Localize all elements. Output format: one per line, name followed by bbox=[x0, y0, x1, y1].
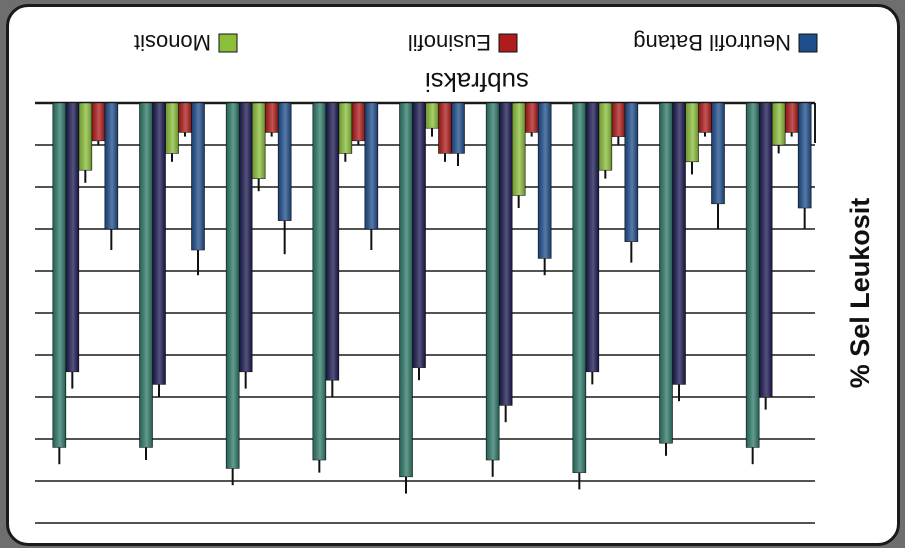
bar-group bbox=[139, 102, 205, 460]
bar-shading bbox=[152, 103, 166, 385]
bar-shading bbox=[78, 103, 92, 171]
legend-label: Eusinofil bbox=[408, 30, 491, 55]
bar-group bbox=[312, 102, 379, 473]
bar-shading bbox=[278, 103, 292, 221]
bar-shading bbox=[139, 103, 153, 448]
bar-shading bbox=[239, 103, 253, 372]
legend-label: Neutrofil Batang bbox=[633, 30, 791, 55]
bar-shading bbox=[52, 103, 66, 448]
bar-group bbox=[572, 102, 639, 490]
bar-shading bbox=[104, 103, 118, 229]
bar-shading bbox=[65, 103, 79, 372]
legend-label: Monosit bbox=[134, 30, 211, 55]
bar-shading bbox=[226, 103, 240, 469]
bar-shading bbox=[252, 103, 266, 179]
bar-shading bbox=[698, 103, 712, 133]
bar-group bbox=[659, 102, 725, 456]
bar-shading bbox=[399, 103, 413, 477]
bar-shading bbox=[165, 103, 179, 154]
figure-frame: Neutrofil Batang Eusinofil Monosit % Sel L… bbox=[6, 4, 900, 546]
bar-shading bbox=[659, 103, 673, 444]
plot-area bbox=[52, 102, 812, 494]
bar-shading bbox=[711, 103, 725, 204]
bar-group bbox=[225, 102, 292, 486]
bar-shading bbox=[685, 103, 699, 162]
bar-shading bbox=[499, 103, 513, 406]
bar-shading bbox=[598, 103, 612, 171]
x-axis-label: subfraksi bbox=[425, 67, 529, 97]
bar-shading bbox=[425, 103, 439, 129]
bar-shading bbox=[486, 103, 500, 460]
bar-shading bbox=[325, 103, 339, 381]
chart-title: % Sel Leukosit bbox=[845, 198, 875, 389]
bar-shading bbox=[525, 103, 539, 133]
bar-shading bbox=[798, 103, 812, 208]
bar-shading bbox=[759, 103, 773, 397]
bar-shading bbox=[265, 103, 279, 133]
bar-group bbox=[52, 102, 119, 465]
bar-shading bbox=[91, 103, 105, 141]
legend-swatch bbox=[798, 33, 818, 53]
bar-shading bbox=[746, 103, 760, 448]
bar-shading bbox=[785, 103, 799, 133]
bar-shading bbox=[585, 103, 599, 372]
bar-shading bbox=[191, 103, 205, 250]
bar-shading bbox=[572, 103, 586, 473]
bar-group bbox=[745, 102, 812, 465]
chart-figure: Neutrofil Batang Eusinofil Monosit % Sel L… bbox=[9, 7, 897, 543]
bar-shading bbox=[512, 103, 526, 196]
bar-shading bbox=[438, 103, 452, 154]
bar-shading bbox=[624, 103, 638, 242]
bar-shading bbox=[451, 103, 465, 154]
bar-shading bbox=[672, 103, 686, 385]
bar-group bbox=[485, 102, 552, 477]
bar-shading bbox=[351, 103, 365, 141]
bar-shading bbox=[611, 103, 625, 137]
bar-shading bbox=[538, 103, 552, 259]
bar-shading bbox=[364, 103, 378, 229]
bar-shading bbox=[772, 103, 786, 145]
legend-swatch bbox=[498, 33, 518, 53]
chart-svg: Neutrofil Batang Eusinofil Monosit % Sel L… bbox=[35, 30, 875, 524]
bar-shading bbox=[412, 103, 426, 368]
legend: Neutrofil Batang Eusinofil Monosit bbox=[134, 30, 818, 55]
bar-shading bbox=[338, 103, 352, 154]
bar-shading bbox=[178, 103, 192, 133]
bar-group bbox=[399, 102, 465, 494]
legend-swatch bbox=[218, 33, 238, 53]
bar-shading bbox=[312, 103, 326, 460]
